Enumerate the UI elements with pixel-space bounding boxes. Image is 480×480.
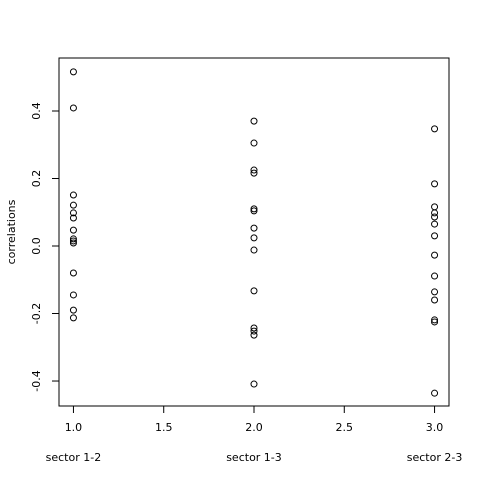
point — [69, 237, 77, 245]
point — [431, 232, 439, 240]
point — [69, 104, 77, 112]
point — [431, 389, 439, 397]
point — [69, 314, 77, 322]
point — [69, 214, 77, 222]
point — [250, 207, 258, 215]
point — [250, 324, 258, 332]
point — [431, 209, 439, 217]
point — [250, 224, 258, 232]
point — [250, 139, 258, 147]
point — [250, 246, 258, 254]
y-axis-label: correlations — [5, 199, 18, 264]
point — [69, 269, 77, 277]
y-tick-label: -0.4 — [30, 370, 43, 391]
point — [250, 331, 258, 339]
group-label: sector 2-3 — [407, 451, 463, 464]
point — [431, 288, 439, 296]
point — [69, 291, 77, 299]
x-tick-label: 2.0 — [245, 421, 263, 434]
y-tick-label: 0.4 — [30, 102, 43, 120]
point — [69, 226, 77, 234]
point — [431, 296, 439, 304]
point — [69, 68, 77, 76]
point — [250, 117, 258, 125]
point — [431, 220, 439, 228]
x-tick-label: 1.0 — [65, 421, 83, 434]
point — [250, 166, 258, 174]
y-tick-label: 0.2 — [30, 170, 43, 188]
point — [250, 205, 258, 213]
point — [250, 380, 258, 388]
point — [69, 306, 77, 314]
group-label: sector 1-2 — [46, 451, 102, 464]
point — [431, 203, 439, 211]
point — [250, 327, 258, 335]
point — [431, 318, 439, 326]
group-label: sector 1-3 — [226, 451, 282, 464]
point — [250, 234, 258, 242]
point — [250, 169, 258, 177]
point — [431, 180, 439, 188]
x-tick-label: 1.5 — [155, 421, 173, 434]
point — [69, 235, 77, 243]
point — [431, 213, 439, 221]
point — [250, 287, 258, 295]
point — [69, 209, 77, 217]
point — [69, 239, 77, 247]
point — [69, 191, 77, 199]
point — [431, 272, 439, 280]
point — [431, 125, 439, 133]
x-tick-label: 3.0 — [426, 421, 444, 434]
point — [431, 316, 439, 324]
point — [431, 251, 439, 259]
y-tick-label: 0.0 — [30, 237, 43, 255]
plot-box — [58, 57, 450, 407]
point — [69, 201, 77, 209]
y-tick-label: -0.2 — [30, 303, 43, 324]
x-tick-label: 2.5 — [336, 421, 354, 434]
